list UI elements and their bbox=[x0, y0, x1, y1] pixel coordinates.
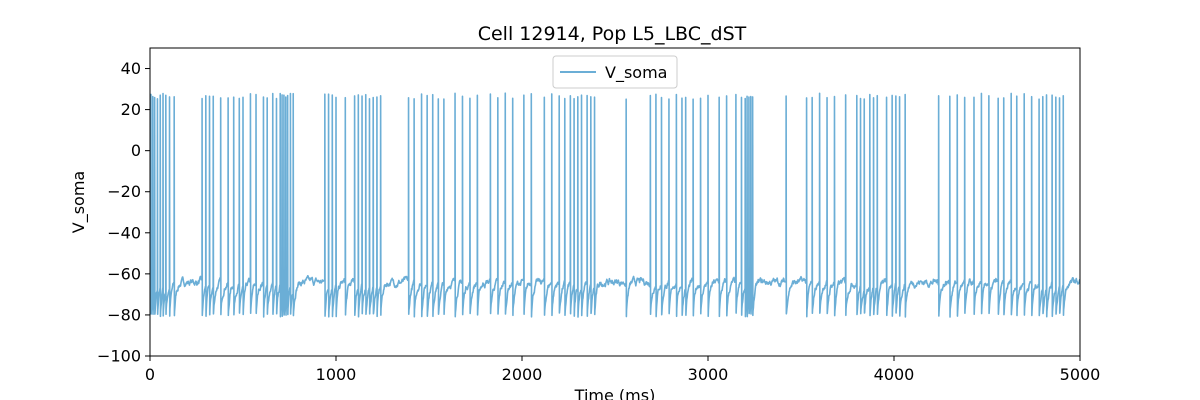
y-tick-label: 40 bbox=[121, 59, 141, 78]
y-tick-label: 0 bbox=[131, 141, 141, 160]
x-tick-label: 1000 bbox=[316, 365, 357, 384]
y-tick-label: −100 bbox=[97, 347, 141, 366]
x-axis: 0 1000 2000 3000 4000 5000 bbox=[145, 356, 1100, 384]
y-tick-label: −40 bbox=[107, 223, 141, 242]
y-axis-title: V_soma bbox=[69, 171, 89, 233]
x-tick-label: 4000 bbox=[874, 365, 915, 384]
x-axis-title: Time (ms) bbox=[574, 386, 656, 400]
legend-label-v-soma: V_soma bbox=[605, 63, 667, 83]
plot-frame bbox=[149, 47, 1081, 357]
legend-box bbox=[552, 55, 678, 89]
y-tick-label: −20 bbox=[107, 182, 141, 201]
legend: V_soma bbox=[552, 55, 678, 89]
chart-title: Cell 12914, Pop L5_LBC_dST bbox=[478, 23, 747, 45]
y-axis: −100 −80 −60 −40 −20 0 20 40 bbox=[97, 59, 150, 366]
series-line-v-soma bbox=[150, 92, 1080, 318]
plot-area bbox=[150, 92, 1080, 318]
y-tick-label: −80 bbox=[107, 305, 141, 324]
y-tick-label: −60 bbox=[107, 264, 141, 283]
x-tick-label: 0 bbox=[145, 365, 155, 384]
x-tick-label: 5000 bbox=[1060, 365, 1101, 384]
y-tick-label: 20 bbox=[121, 100, 141, 119]
x-tick-label: 2000 bbox=[502, 365, 543, 384]
x-tick-label: 3000 bbox=[688, 365, 729, 384]
